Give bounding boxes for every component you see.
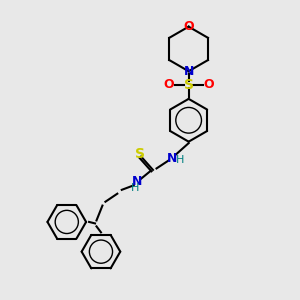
Text: H: H <box>131 183 139 193</box>
Text: N: N <box>184 65 194 78</box>
Text: H: H <box>176 155 184 165</box>
Text: N: N <box>131 175 142 188</box>
Text: S: S <box>184 78 194 92</box>
Text: O: O <box>183 20 194 33</box>
Text: O: O <box>203 78 214 91</box>
Text: N: N <box>167 152 178 164</box>
Text: S: S <box>135 147 145 160</box>
Text: O: O <box>164 78 174 91</box>
